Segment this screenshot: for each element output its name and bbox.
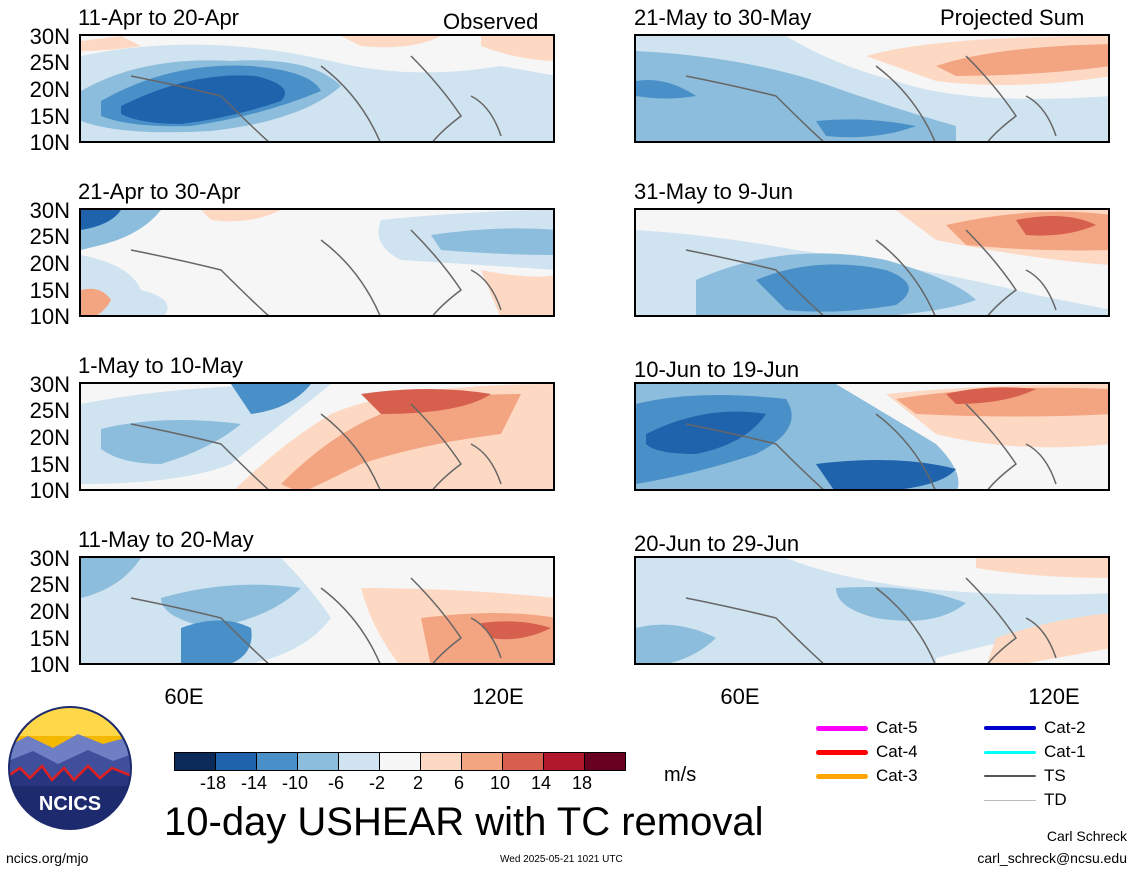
colorbar-label: 6 — [453, 773, 464, 793]
colorbar-label: -18 — [199, 773, 226, 793]
map-panel-7 — [79, 556, 555, 665]
legend-cat4: Cat-4 — [816, 742, 918, 762]
map-panel-2 — [634, 34, 1110, 143]
legend-label: Cat-2 — [1044, 718, 1086, 737]
panel-title-1: 11-Apr to 20-Apr — [78, 5, 240, 30]
projected-tag: Projected Sum — [940, 5, 1085, 30]
legend-label: Cat-5 — [876, 718, 918, 737]
panel-title-2: 21-May to 30-May — [634, 5, 812, 30]
logo-text: NCICS — [39, 793, 101, 815]
legend-line-cat5 — [816, 725, 868, 731]
panel-title-7: 11-May to 20-May — [78, 527, 254, 552]
legend-label: Cat-1 — [1044, 742, 1086, 761]
colorbar-label: 10 — [489, 773, 511, 793]
lat-label-30n: 30N — [29, 198, 70, 223]
legend-cat1: Cat-1 — [984, 742, 1086, 762]
footer-email: carl_schreck@ncsu.edu — [977, 850, 1127, 866]
lat-label-20n: 20N — [29, 599, 70, 624]
map-panel-8 — [634, 556, 1110, 665]
figure-title: 10-day USHEAR with TC removal — [164, 800, 764, 844]
lat-label-30n: 30N — [29, 546, 70, 571]
legend-line-cat3 — [816, 773, 868, 779]
lon-label-60e: 60E — [720, 684, 760, 709]
map-panel-5 — [79, 382, 555, 491]
colorbar-cell — [380, 753, 421, 770]
map-panel-4 — [634, 208, 1110, 317]
panel-title-4: 31-May to 9-Jun — [634, 179, 793, 204]
panel-title-3: 21-Apr to 30-Apr — [78, 179, 241, 204]
units-label: m/s — [664, 764, 697, 786]
colorbar-cell — [544, 753, 585, 770]
colorbar-cell — [585, 753, 625, 770]
lat-label-20n: 20N — [29, 77, 70, 102]
lat-label-25n: 25N — [29, 50, 70, 75]
lat-label-30n: 30N — [29, 372, 70, 397]
colorbar-label: -6 — [327, 773, 344, 793]
lat-label-10n: 10N — [29, 304, 70, 329]
legend-line-ts — [984, 775, 1036, 777]
colorbar — [174, 752, 626, 771]
colorbar-label: -10 — [281, 773, 308, 793]
legend-label: TD — [1044, 790, 1067, 809]
colorbar-cell — [421, 753, 462, 770]
colorbar-cell — [339, 753, 380, 770]
lat-label-15n: 15N — [29, 278, 70, 303]
lon-label-120e: 120E — [472, 684, 524, 709]
legend-cat5: Cat-5 — [816, 718, 918, 738]
lat-label-10n: 10N — [29, 130, 70, 155]
map-panel-6 — [634, 382, 1110, 491]
colorbar-cell — [298, 753, 339, 770]
legend-cat2: Cat-2 — [984, 718, 1086, 738]
colorbar-cell — [257, 753, 298, 770]
map-panel-1 — [79, 34, 555, 143]
lat-label-25n: 25N — [29, 224, 70, 249]
legend-line-cat4 — [816, 749, 868, 755]
colorbar-label: 14 — [530, 773, 552, 793]
lat-label-25n: 25N — [29, 398, 70, 423]
colorbar-label: -2 — [368, 773, 385, 793]
lat-label-15n: 15N — [29, 452, 70, 477]
lon-label-120e: 120E — [1028, 684, 1080, 709]
colorbar-label: 2 — [412, 773, 423, 793]
lat-label-15n: 15N — [29, 104, 70, 129]
colorbar-label: -14 — [240, 773, 267, 793]
lat-label-15n: 15N — [29, 626, 70, 651]
legend-line-cat2 — [984, 726, 1036, 730]
legend-label: Cat-4 — [876, 742, 918, 761]
colorbar-cell — [175, 753, 216, 770]
lat-label-10n: 10N — [29, 652, 70, 677]
panel-title-8: 20-Jun to 29-Jun — [634, 531, 800, 556]
legend-ts: TS — [984, 766, 1066, 786]
legend-line-cat1 — [984, 750, 1036, 754]
colorbar-label: 18 — [571, 773, 593, 793]
lat-label-30n: 30N — [29, 24, 70, 49]
legend-label: TS — [1044, 766, 1066, 785]
lat-label-10n: 10N — [29, 478, 70, 503]
colorbar-cell — [462, 753, 503, 770]
panel-title-5: 1-May to 10-May — [78, 353, 244, 378]
legend-label: Cat-3 — [876, 766, 918, 785]
ncics-logo: NCICS — [8, 706, 132, 830]
colorbar-cell — [216, 753, 257, 770]
lat-label-20n: 20N — [29, 425, 70, 450]
footer-author: Carl Schreck — [1046, 828, 1127, 844]
lat-label-25n: 25N — [29, 572, 70, 597]
observed-tag: Observed — [443, 9, 539, 34]
legend-cat3: Cat-3 — [816, 766, 918, 786]
panel-title-6: 10-Jun to 19-Jun — [634, 357, 800, 382]
legend-line-td — [984, 799, 1036, 801]
footer-site: ncics.org/mjo — [6, 850, 89, 866]
lon-label-60e: 60E — [164, 684, 204, 709]
legend-td: TD — [984, 790, 1067, 810]
footer-timestamp: Wed 2025-05-21 1021 UTC — [500, 854, 623, 865]
map-panel-3 — [79, 208, 555, 317]
colorbar-cell — [503, 753, 544, 770]
lat-label-20n: 20N — [29, 251, 70, 276]
